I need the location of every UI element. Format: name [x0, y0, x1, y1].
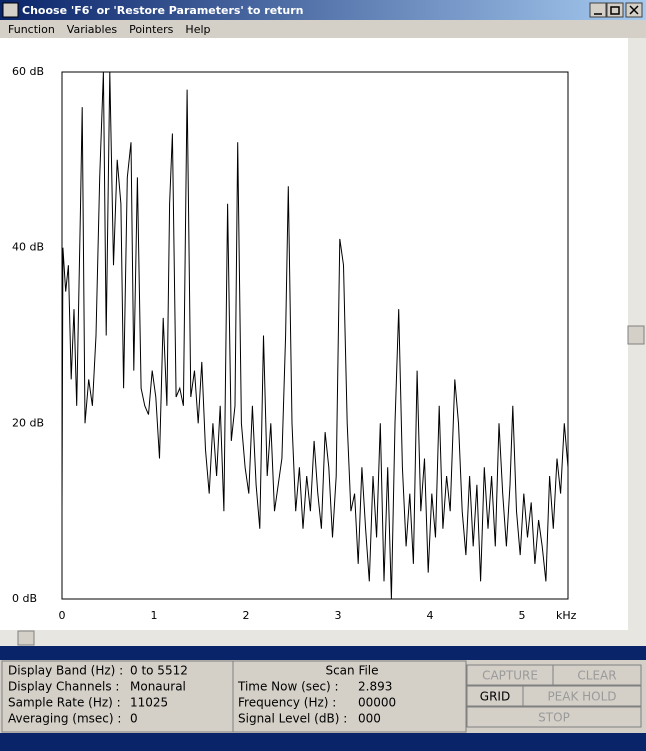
menu-item[interactable]: Variables: [67, 23, 118, 36]
app-icon: [2, 2, 19, 18]
maximize-button[interactable]: [606, 2, 624, 18]
button-group: CAPTURE CLEAR GRID PEAK HOLD STOP: [466, 664, 642, 728]
x-tick-label: 1: [151, 609, 158, 622]
y-tick-label: 20 dB: [12, 416, 44, 429]
x-tick-label: 4: [427, 609, 434, 622]
x-axis-label: kHz: [556, 609, 577, 622]
button-label: CLEAR: [577, 669, 616, 683]
button-label: PEAK HOLD: [547, 690, 616, 704]
menu-item[interactable]: Pointers: [129, 23, 174, 36]
info-label: Averaging (msec) :: [8, 712, 121, 726]
button[interactable]: [466, 706, 642, 728]
info-label: Sample Rate (Hz) :: [8, 696, 121, 710]
scan-label: Signal Level (dB) :: [238, 712, 347, 726]
chart-area: [0, 38, 628, 630]
window-button-glyphs: [594, 5, 639, 15]
button-label: CAPTURE: [482, 669, 538, 683]
status-band: [0, 646, 646, 660]
x-tick-label: 2: [243, 609, 250, 622]
horizontal-scrollbar[interactable]: [0, 630, 646, 646]
info-value: 0: [130, 712, 138, 726]
plot-frame: [61, 71, 569, 600]
menu-item[interactable]: Help: [185, 23, 210, 36]
scroll-thumb[interactable]: [17, 630, 35, 646]
minimize-button[interactable]: [589, 2, 607, 18]
x-tick-label: 3: [335, 609, 342, 622]
info-value: 0 to 5512: [130, 664, 188, 678]
x-tick-label: 0: [59, 609, 66, 622]
button[interactable]: [522, 685, 642, 707]
window-title: Choose 'F6' or 'Restore Parameters' to r…: [22, 4, 304, 17]
button[interactable]: [552, 664, 642, 686]
scan-panel: [232, 660, 467, 733]
scan-title: Scan File: [325, 664, 378, 678]
info-value: 11025: [130, 696, 168, 710]
menu-item[interactable]: Function: [8, 23, 55, 36]
info-label: Display Channels :: [8, 680, 119, 694]
x-tick-label: 5: [519, 609, 526, 622]
y-tick-label: 60 dB: [12, 65, 44, 78]
y-tick-label: 0 dB: [12, 592, 37, 605]
scan-value: 00000: [358, 696, 396, 710]
button-label: GRID: [480, 690, 510, 704]
scan-label: Time Now (sec) :: [237, 680, 339, 694]
scan-label: Frequency (Hz) :: [238, 696, 336, 710]
spectrum-line: [61, 71, 569, 600]
scan-value: 2.893: [358, 680, 392, 694]
status-band: [0, 733, 646, 751]
info-label: Display Band (Hz) :: [8, 664, 123, 678]
title-bar: [0, 0, 646, 20]
button-label: STOP: [538, 711, 570, 725]
menu-bar: Function Variables Pointers Help: [8, 23, 211, 36]
info-value: Monaural: [130, 680, 186, 694]
scan-value: 000: [358, 712, 381, 726]
scroll-thumb[interactable]: [627, 325, 645, 345]
y-tick-label: 40 dB: [12, 241, 44, 254]
